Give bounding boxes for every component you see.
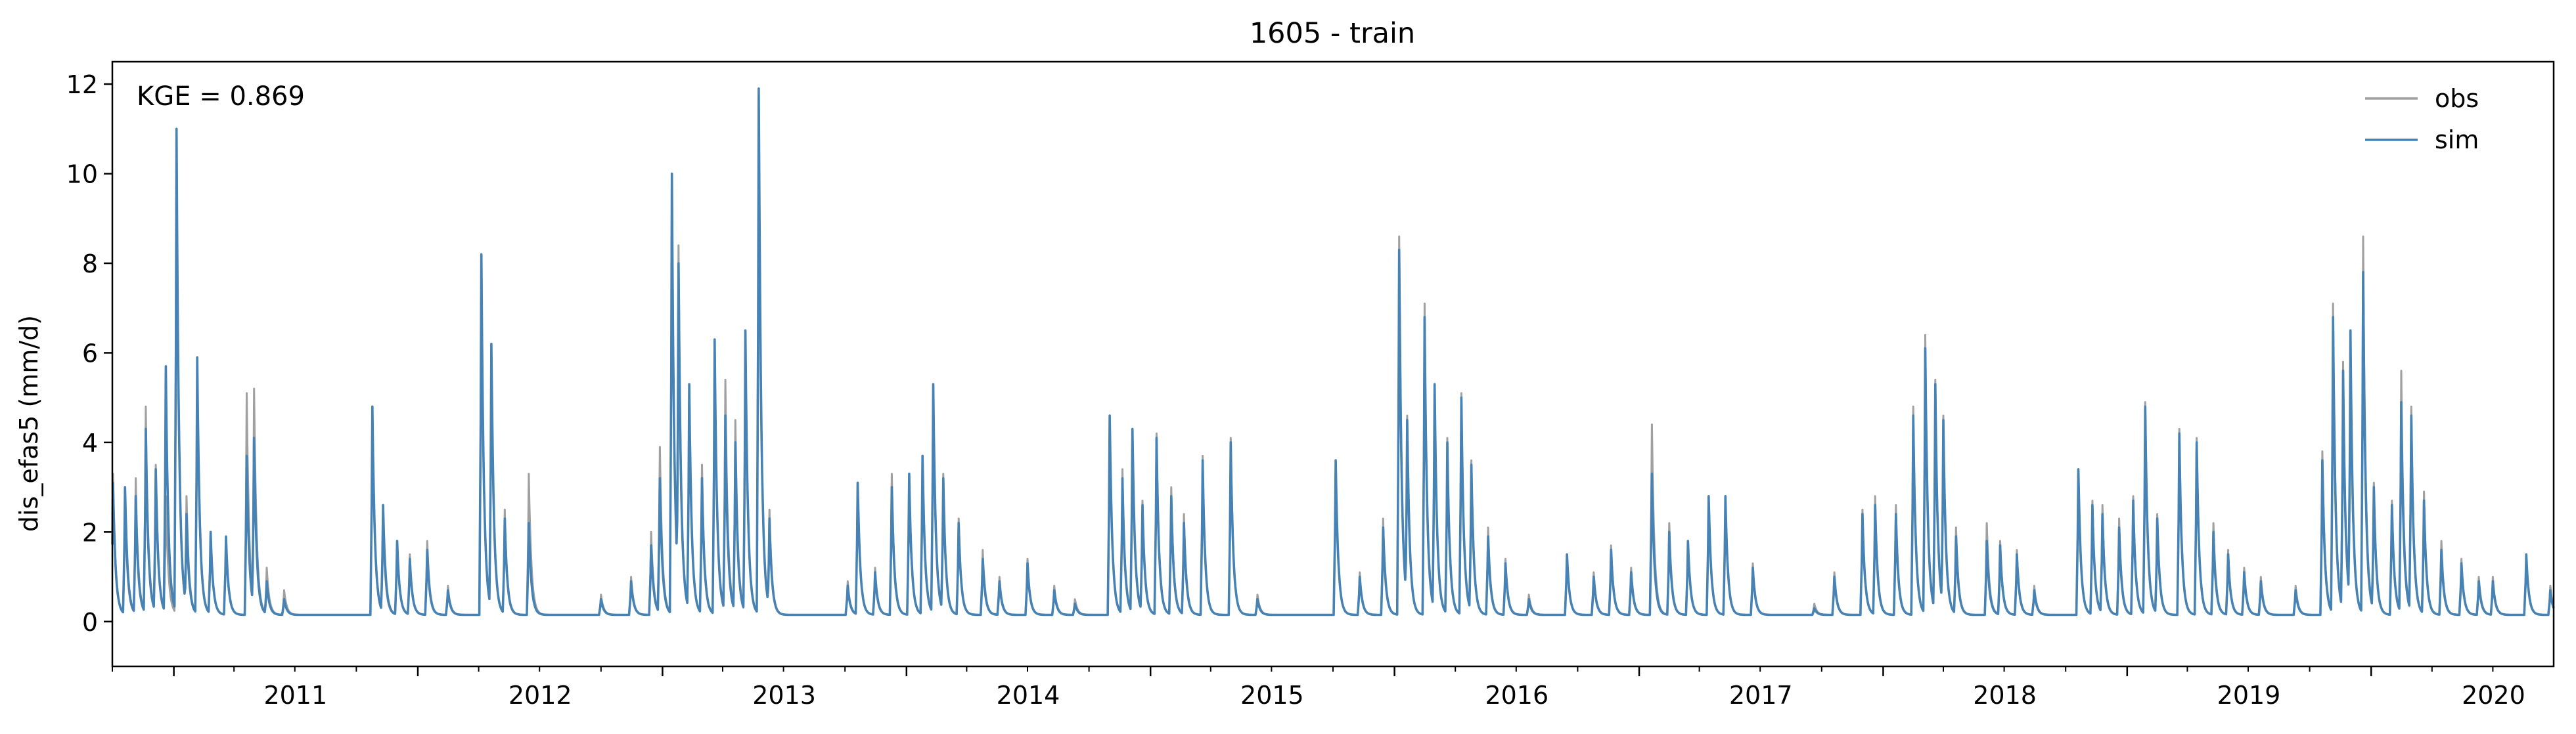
x-tick-label: 2014 — [997, 681, 1060, 710]
x-tick-label: 2020 — [2462, 681, 2525, 710]
series-line-sim — [111, 87, 2555, 616]
y-tick-label: 4 — [82, 429, 98, 458]
x-tick-label: 2013 — [752, 681, 816, 710]
plot-frame — [111, 60, 2555, 668]
x-tick-label: 2017 — [1729, 681, 1793, 710]
series-line-obs — [111, 92, 2555, 616]
chart-title: 1605 - train — [1250, 17, 1415, 50]
x-tick-label: 2019 — [2217, 681, 2281, 710]
y-tick-label: 0 — [82, 608, 98, 637]
y-tick-label: 6 — [82, 339, 98, 368]
x-tick-label: 2018 — [1973, 681, 2037, 710]
legend: obs sim — [2365, 84, 2479, 154]
y-tick-label: 10 — [66, 160, 98, 189]
series-layer — [111, 87, 2555, 616]
x-tick-label: 2012 — [508, 681, 572, 710]
legend-label-sim: sim — [2435, 125, 2479, 154]
kge-annotation: KGE = 0.869 — [137, 81, 305, 112]
y-tick-label: 8 — [82, 249, 98, 278]
legend-label-obs: obs — [2435, 84, 2479, 113]
y-tick-label: 12 — [66, 70, 98, 99]
x-axis: 2011 2012 2013 2014 2015 2016 2017 2018 2019 2020 — [112, 666, 2525, 710]
x-tick-label: 2011 — [263, 681, 327, 710]
y-axis: 0 2 4 6 8 10 12 — [66, 70, 112, 637]
y-axis-label: dis_efas5 (mm/d) — [14, 315, 43, 532]
x-tick-label: 2016 — [1485, 681, 1548, 710]
y-tick-label: 2 — [82, 518, 98, 547]
x-tick-label: 2015 — [1240, 681, 1304, 710]
